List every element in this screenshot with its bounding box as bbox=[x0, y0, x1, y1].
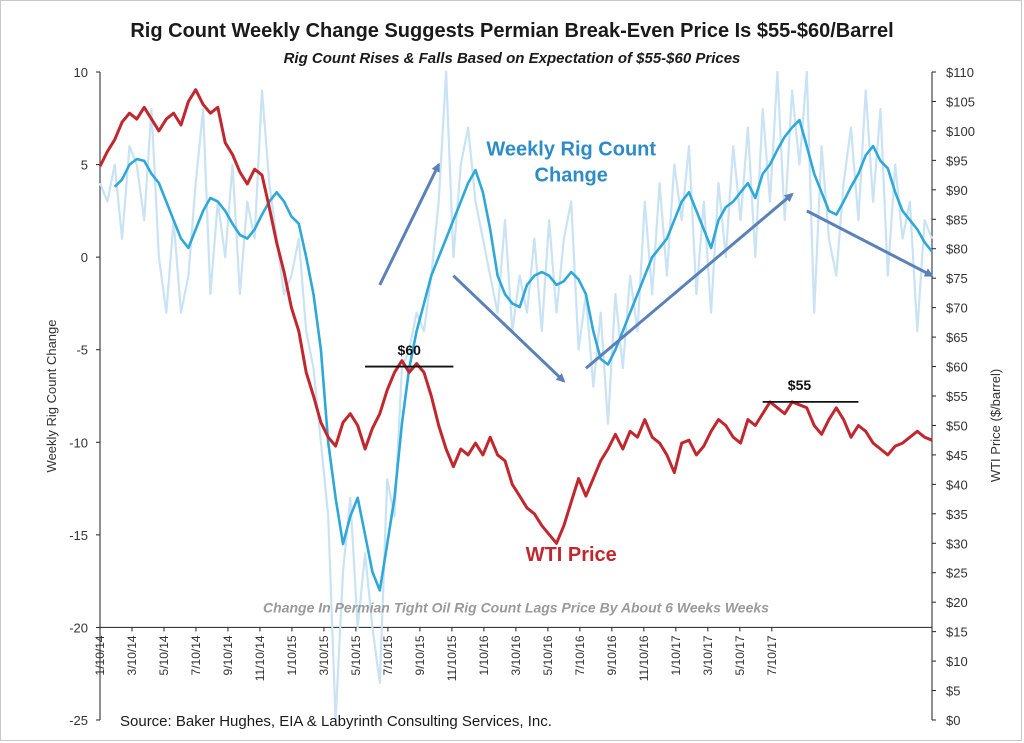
x-tick-label: 7/10/15 bbox=[381, 635, 395, 675]
x-tick-label: 11/10/14 bbox=[253, 635, 267, 681]
y-right-tick-label: $55 bbox=[946, 389, 968, 404]
chart-subtitle: Rig Count Rises & Falls Based on Expecta… bbox=[283, 50, 741, 67]
y-right-tick-label: $75 bbox=[946, 271, 968, 286]
chart-title: Rig Count Weekly Change Suggests Permian… bbox=[130, 20, 894, 42]
x-tick-label: 3/10/14 bbox=[125, 635, 139, 675]
axes-group: 10 5 0 -5 -10 -15 -20 -25 $110 $105 $100 $95 $90 $85 $… bbox=[44, 65, 1003, 728]
y-right-tick-label: $110 bbox=[946, 65, 974, 80]
y-right-tick-label: $30 bbox=[946, 536, 968, 551]
x-tick-label: 3/10/15 bbox=[317, 635, 331, 675]
annotation-55-label: $55 bbox=[788, 377, 812, 393]
y-right-tick-label: $20 bbox=[946, 595, 968, 610]
x-tick-label: 1/10/17 bbox=[669, 635, 683, 675]
annotation-rig-count-label: Change bbox=[535, 164, 608, 186]
y-right-tick-label: $10 bbox=[946, 654, 968, 669]
x-tick-label: 1/10/14 bbox=[93, 635, 107, 675]
x-tick-label: 7/10/16 bbox=[573, 635, 587, 675]
y-left-axis-title: Weekly Rig Count Change bbox=[44, 320, 59, 473]
trend-arrow bbox=[378, 162, 441, 286]
y-right-tick-label: $95 bbox=[946, 153, 968, 168]
x-tick-label: 7/10/14 bbox=[189, 635, 203, 675]
x-tick-label: 3/10/16 bbox=[509, 635, 523, 675]
x-tick-label: 1/10/16 bbox=[477, 635, 491, 675]
y-left-tick-label: 0 bbox=[81, 250, 88, 265]
y-right-tick-label: $90 bbox=[946, 183, 968, 198]
y-left-tick-label: 10 bbox=[74, 65, 88, 80]
y-right-tick-label: $25 bbox=[946, 566, 968, 581]
annotation-rig-count-label: Weekly Rig Count bbox=[486, 138, 656, 160]
x-tick-label: 9/10/15 bbox=[413, 635, 427, 675]
annotations-group: Weekly Rig Count Change WTI Price $60 $55 Cha… bbox=[263, 138, 934, 616]
annotation-lag-note: Change In Permian Tight Oil Rig Count La… bbox=[263, 600, 769, 616]
y-right-tick-label: $70 bbox=[946, 301, 968, 316]
x-tick-label: 5/10/17 bbox=[733, 635, 747, 675]
y-right-tick-label: $105 bbox=[946, 94, 975, 109]
y-left-tick-label: 5 bbox=[81, 158, 88, 173]
x-tick-label: 11/10/16 bbox=[637, 635, 651, 681]
x-tick-label: 9/10/14 bbox=[221, 635, 235, 675]
y-left-tick-label: -15 bbox=[69, 528, 88, 543]
y-right-tick-label: $65 bbox=[946, 330, 968, 345]
series-line-raw-rig-change bbox=[98, 70, 934, 722]
x-tick-label: 1/10/15 bbox=[285, 635, 299, 675]
y-right-tick-label: $15 bbox=[946, 625, 968, 640]
y-right-tick-label: $5 bbox=[946, 684, 960, 699]
y-right-tick-label: $50 bbox=[946, 418, 968, 433]
y-right-axis-title: WTI Price ($/barrel) bbox=[988, 369, 1003, 482]
x-tick-label: 5/10/14 bbox=[157, 635, 171, 675]
x-tick-label: 5/10/16 bbox=[541, 635, 555, 675]
x-tick-label: 7/10/17 bbox=[765, 635, 779, 675]
trend-arrow bbox=[452, 274, 566, 383]
y-right-tick-label: $60 bbox=[946, 360, 968, 375]
x-tick-label: 5/10/15 bbox=[349, 635, 363, 675]
annotation-wti-price-label: WTI Price bbox=[526, 544, 617, 566]
trend-arrow bbox=[584, 192, 794, 370]
y-right-tick-label: $100 bbox=[946, 124, 975, 139]
y-right-tick-label: $0 bbox=[946, 713, 960, 728]
y-left-tick-label: -20 bbox=[69, 620, 88, 635]
y-right-tick-label: $45 bbox=[946, 448, 968, 463]
x-tick-label: 3/10/17 bbox=[701, 635, 715, 675]
annotation-60-label: $60 bbox=[398, 342, 422, 358]
x-tick-label: 11/10/15 bbox=[445, 635, 459, 681]
y-right-tick-label: $40 bbox=[946, 477, 968, 492]
y-right-tick-label: $85 bbox=[946, 212, 968, 227]
y-left-tick-label: -25 bbox=[69, 713, 88, 728]
series-group bbox=[98, 70, 934, 722]
series-line-rig-change bbox=[113, 118, 934, 592]
y-right-tick-label: $35 bbox=[946, 507, 968, 522]
x-tick-label: 9/10/16 bbox=[605, 635, 619, 675]
y-left-tick-label: -10 bbox=[69, 435, 88, 450]
source-note: Source: Baker Hughes, EIA & Labyrinth Co… bbox=[120, 713, 552, 730]
y-left-tick-label: -5 bbox=[76, 343, 88, 358]
trend-arrow bbox=[806, 209, 934, 277]
y-right-tick-label: $80 bbox=[946, 242, 968, 257]
